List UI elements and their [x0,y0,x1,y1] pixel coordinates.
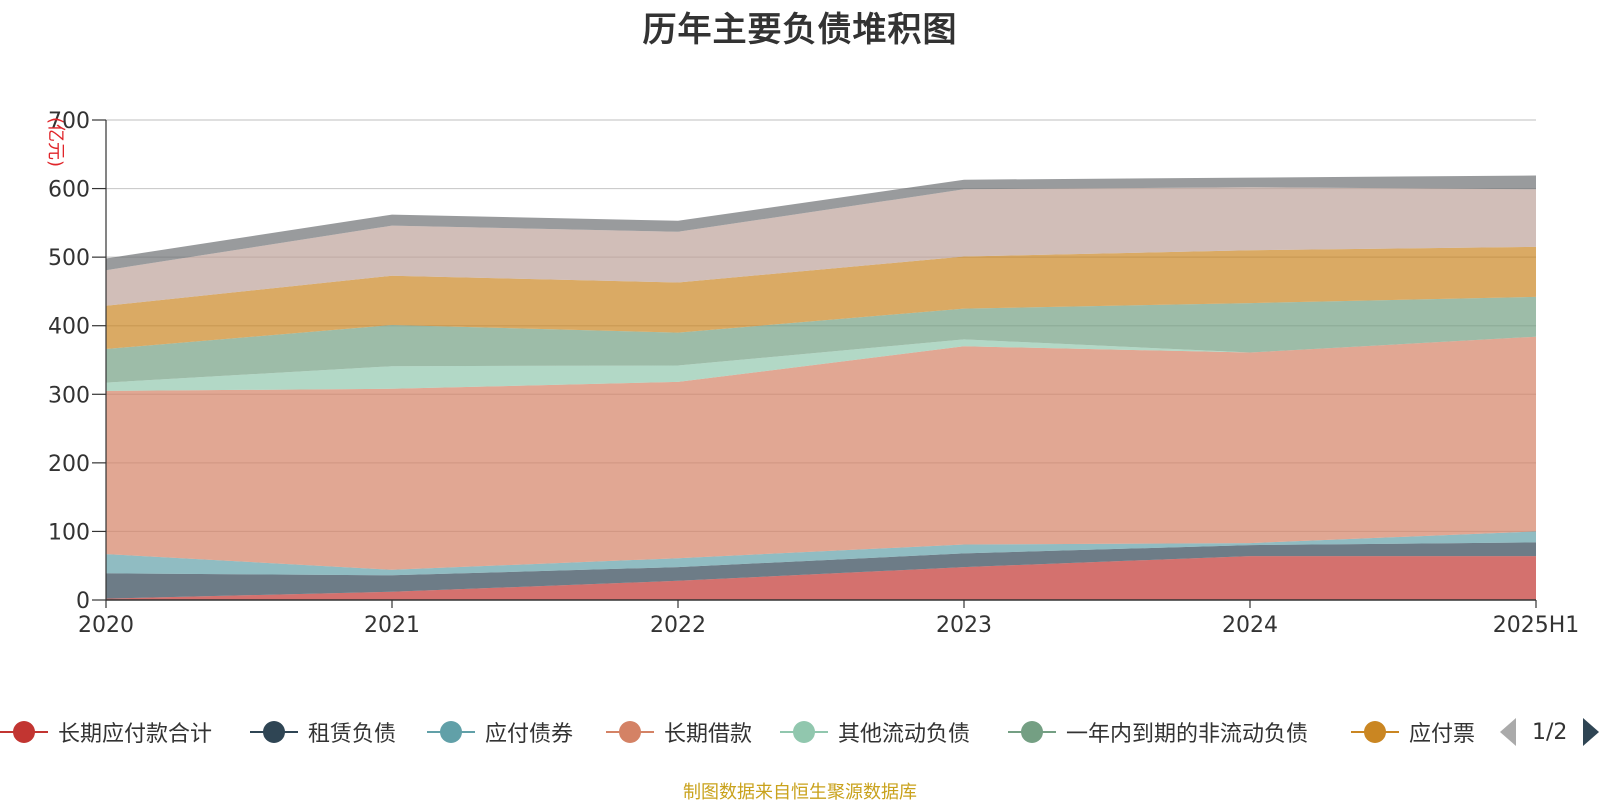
legend-label: 一年内到期的非流动负债 [1066,722,1309,747]
legend-label: 应付债券 [485,722,574,747]
legend-marker-icon [780,720,828,744]
y-tick-label: 700 [48,109,90,134]
legend-marker-icon [427,720,475,744]
legend-item-5[interactable]: 其他流动负债 [780,714,970,750]
area-series-8[interactable] [106,187,1536,306]
legend-marker-icon [250,720,298,744]
y-tick-label: 400 [48,315,90,340]
legend-item-7[interactable]: 应付票 [1351,714,1475,750]
legend-prev-page-icon[interactable] [1500,718,1516,746]
y-tick-label: 0 [76,589,90,614]
x-tick-label: 2024 [1222,613,1278,638]
legend-marker-icon [1351,720,1399,744]
x-tick-label: 2022 [650,613,706,638]
legend-label: 其他流动负债 [838,722,971,747]
legend-item-4[interactable]: 长期借款 [606,714,752,750]
area-series-1[interactable] [106,556,1536,600]
area-series-6[interactable] [106,296,1536,383]
area-series-3[interactable] [106,531,1536,576]
legend-marker-icon [606,720,654,744]
legend-label: 租赁负债 [308,722,397,747]
legend-item-1[interactable]: 长期应付款合计 [0,714,212,750]
legend-label: 应付票 [1409,722,1476,747]
area-series-2[interactable] [106,542,1536,599]
area-series-7[interactable] [106,246,1536,349]
area-series-4[interactable] [106,336,1536,570]
legend-label: 长期应付款合计 [58,722,213,747]
legend-pager: 1/2 [1500,714,1600,750]
area-series-5[interactable] [106,336,1536,391]
axes: 0 100 200 300 400 500 600 700 2020 2021 2022 2023 20… [48,109,1579,638]
area-series-9[interactable] [106,175,1536,271]
x-tick-label: 2023 [936,613,992,638]
x-tick-label: 2020 [78,613,134,638]
y-tick-label: 100 [48,520,90,545]
area-series[interactable] [106,175,1536,601]
y-tick-label: 200 [48,452,90,477]
chart-title: 历年主要负债堆积图 [642,10,958,50]
legend-page-indicator: 1/2 [1532,719,1568,745]
chart-legend: 长期应付款合计 租赁负债 应付债券 长期借款 其他流动负债 一年内到期的非流动负债 应付票 [0,714,1600,750]
legend-next-page-icon[interactable] [1583,718,1600,746]
legend-marker-icon [1008,720,1056,744]
x-tick-label: 2021 [364,613,420,638]
legend-item-2[interactable]: 租赁负债 [250,714,396,750]
y-tick-label: 500 [48,246,90,271]
y-tick-label: 300 [48,383,90,408]
legend-label: 长期借款 [664,722,753,747]
legend-item-3[interactable]: 应付债券 [427,714,573,750]
legend-item-6[interactable]: 一年内到期的非流动负债 [1008,714,1308,750]
legend-marker-icon [0,720,48,744]
y-axis-unit-label: (亿元) [45,117,66,167]
y-tick-label: 600 [48,178,90,203]
x-tick-label: 2025H1 [1493,613,1580,638]
data-source-note: 制图数据来自恒生聚源数据库 [683,782,917,803]
